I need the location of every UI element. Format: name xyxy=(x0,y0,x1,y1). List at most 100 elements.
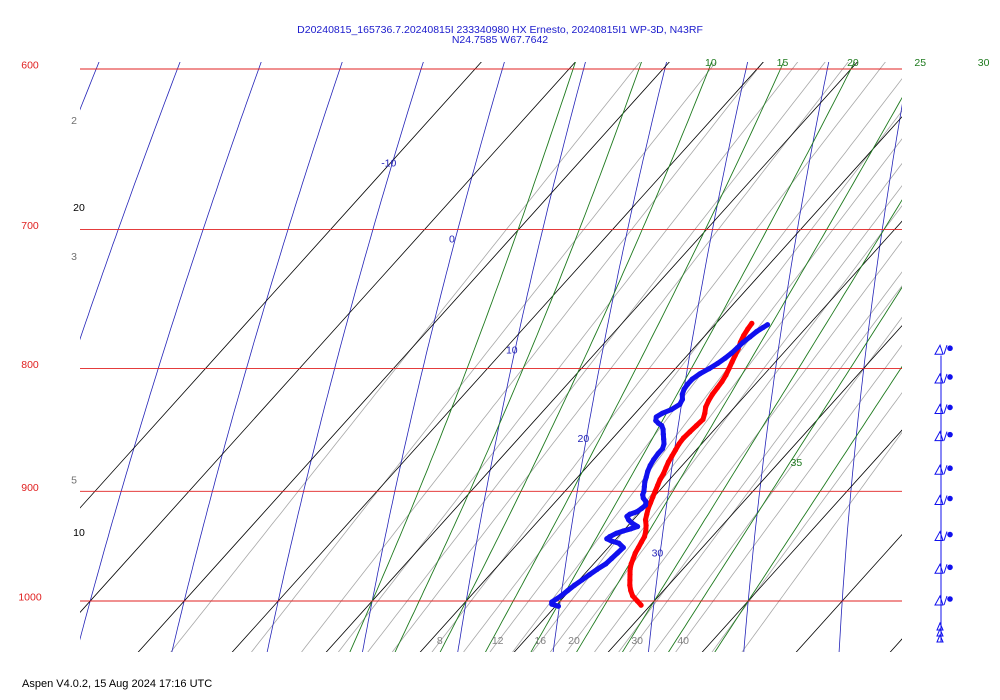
dry-adiabat-line xyxy=(457,62,586,652)
temperature-trace-point xyxy=(627,566,633,572)
isotherm-label: 20 xyxy=(73,202,85,214)
wind-barb xyxy=(934,372,948,384)
wind-flag xyxy=(943,431,948,441)
mixing-ratio-label: 2 xyxy=(71,115,77,127)
dewpoint-trace-point xyxy=(571,582,577,588)
dewpoint-trace-point xyxy=(642,479,648,485)
dry-adiabat-label: -10 xyxy=(381,157,396,169)
moist-adiabat-label: 25 xyxy=(914,57,926,69)
dewpoint-trace-point xyxy=(659,410,666,416)
wind-flag xyxy=(943,531,948,541)
temperature-trace-point xyxy=(630,555,636,562)
dewpoint-trace-point xyxy=(594,566,600,572)
temperature-trace-point xyxy=(660,471,667,477)
mixing-ratio-line xyxy=(675,344,902,652)
mixing-ratio-line xyxy=(431,62,886,652)
temperature-trace-point xyxy=(700,416,706,423)
wind-pennant xyxy=(934,494,944,505)
wind-flag xyxy=(943,465,948,475)
dewpoint-trace-point xyxy=(729,350,735,356)
mixing-ratio-line xyxy=(301,62,764,652)
mixing-ratio-line xyxy=(629,285,902,652)
dewpoint-trace-point xyxy=(754,328,760,335)
temperature-trace-point xyxy=(680,435,687,441)
temperature-trace-point xyxy=(655,482,661,489)
temperature-trace-point xyxy=(644,511,650,517)
mixing-ratio-line xyxy=(618,271,902,652)
mixing-ratio-line xyxy=(367,62,826,652)
mixing-ratio-label: 40 xyxy=(677,635,689,647)
temperature-trace-point xyxy=(647,500,654,506)
temperature-trace-point xyxy=(657,477,663,483)
temperature-trace-point xyxy=(629,593,636,599)
temperature-trace-point xyxy=(663,465,669,471)
moist-adiabat-line xyxy=(484,62,785,652)
temperature-trace-point xyxy=(635,544,641,551)
temperature-trace-point xyxy=(628,587,634,594)
dewpoint-trace-point xyxy=(627,511,633,517)
temperature-trace-point xyxy=(628,561,634,567)
dewpoint-trace-point xyxy=(555,603,561,609)
wind-pennant xyxy=(934,463,944,475)
dewpoint-trace-point xyxy=(629,520,635,526)
moist-adiabat-line xyxy=(349,62,576,652)
dewpoint-trace-point xyxy=(613,530,620,536)
temperature-trace-point xyxy=(632,550,638,556)
wind-barb-dot xyxy=(947,431,953,438)
moist-adiabat-line xyxy=(576,96,902,652)
dewpoint-trace-point xyxy=(661,436,667,442)
sounding-traces xyxy=(549,320,771,609)
dewpoint-trace-point xyxy=(586,572,593,578)
dewpoint-trace-point xyxy=(734,344,741,351)
dewpoint-trace-point xyxy=(659,446,666,452)
isotherm-line xyxy=(976,0,1000,662)
dry-adiabat-line xyxy=(171,62,343,652)
mixing-ratio-line xyxy=(489,110,902,652)
moist-adiabat-line xyxy=(394,62,642,652)
dewpoint-trace-point xyxy=(679,396,686,402)
wind-barb xyxy=(934,563,948,574)
footer-version-text: Aspen V4.0.2, 15 Aug 2024 17:16 UTC xyxy=(22,678,213,690)
dewpoint-trace-point xyxy=(579,577,585,583)
moist-adiabat-line xyxy=(439,62,713,652)
moist-adiabat-line xyxy=(530,62,856,652)
mixing-ratio-label: 12 xyxy=(492,635,504,647)
isotherm-line xyxy=(513,220,902,652)
temperature-trace-point xyxy=(714,385,720,391)
mixing-ratio-line xyxy=(391,62,849,652)
wind-barb-dot xyxy=(947,596,953,602)
mixing-ratio-label: 20 xyxy=(568,635,580,647)
dewpoint-trace-point xyxy=(641,484,647,490)
dry-adiabat-line xyxy=(552,62,667,652)
wind-pennant xyxy=(934,430,944,442)
dewpoint-trace-point xyxy=(677,401,683,408)
mixing-ratio-line xyxy=(337,62,799,652)
isobar-label: 900 xyxy=(21,482,39,494)
chart-subtitle: N24.7585 W67.7642 xyxy=(451,34,549,46)
wind-barb xyxy=(934,463,948,475)
temperature-trace-point xyxy=(641,533,648,540)
wind-barb-dot xyxy=(947,495,953,502)
dry-adiabat-line xyxy=(80,62,181,341)
temperature-trace-point xyxy=(669,453,675,459)
wind-flag xyxy=(943,564,948,574)
dewpoint-trace-point xyxy=(715,360,721,366)
mixing-ratio-line xyxy=(594,240,902,652)
wind-barb-dot xyxy=(947,374,953,380)
dewpoint-trace-point xyxy=(740,339,746,345)
isotherm-line xyxy=(701,429,902,652)
dry-adiabat-line xyxy=(362,62,505,652)
dry-adiabat-line xyxy=(80,62,100,111)
wind-barb-dot xyxy=(947,345,953,352)
isotherm-line xyxy=(795,533,902,652)
dry-adiabat-line xyxy=(838,103,902,652)
dewpoint-trace-point xyxy=(553,596,560,602)
wind-barb-dot xyxy=(947,404,953,411)
wind-barb-column xyxy=(934,343,953,643)
dewpoint-trace xyxy=(549,322,770,609)
temperature-trace-point xyxy=(643,528,649,534)
wind-barb xyxy=(934,494,948,505)
dewpoint-trace-point xyxy=(697,371,703,377)
dewpoint-trace-point xyxy=(643,474,649,480)
moist-adiabat-label: 30 xyxy=(978,57,990,69)
